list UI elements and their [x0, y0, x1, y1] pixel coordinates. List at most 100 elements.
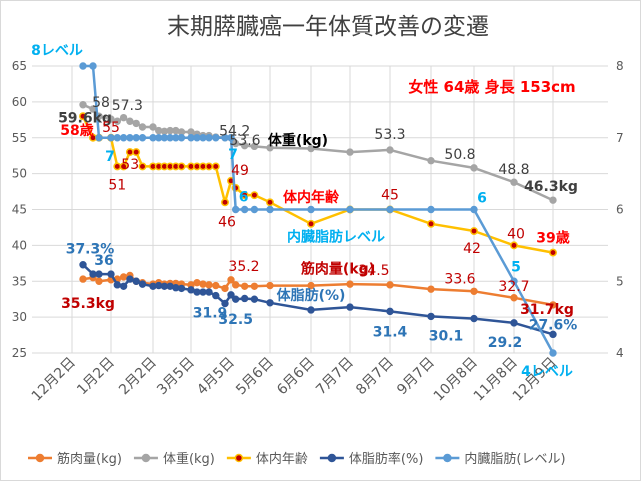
data-point: [79, 261, 87, 269]
data-point: [89, 270, 97, 278]
data-point: [221, 284, 229, 293]
chart-title: 末期膵臓癌一年体質改善の変遷: [167, 14, 489, 40]
data-point: [205, 134, 213, 142]
data-point: [250, 295, 259, 303]
data-point: [510, 319, 518, 327]
data-label: 31.4: [373, 324, 408, 340]
data-point: [79, 62, 87, 70]
data-point: [149, 123, 157, 131]
data-label: 体脂肪(%): [277, 287, 346, 304]
data-point: [187, 286, 195, 294]
data-point: [240, 141, 249, 150]
data-label: 55: [102, 120, 120, 136]
data-point: [346, 280, 354, 288]
data-point: [119, 134, 128, 142]
legend-item: 筋肉量(kg): [28, 451, 122, 467]
data-label: 7: [105, 149, 115, 165]
data-point: [240, 294, 249, 303]
data-label: 50.8: [444, 147, 475, 163]
data-point: [231, 295, 240, 303]
data-point: [227, 276, 235, 284]
data-label: 46: [218, 214, 236, 230]
data-point: [307, 306, 315, 314]
y-left-tick-label: 25: [12, 346, 27, 360]
legend-marker: [234, 453, 244, 463]
data-point: [227, 291, 235, 299]
legend-item: 内臓脂肪(レベル): [435, 451, 566, 467]
data-label: 45: [381, 188, 399, 204]
data-point: [307, 205, 315, 214]
data-point: [177, 162, 186, 171]
series-3: [79, 261, 557, 339]
data-label: 27.6%: [529, 317, 578, 333]
data-point: [427, 157, 435, 165]
data-point: [470, 227, 478, 235]
data-point: [126, 275, 134, 283]
data-label: 40: [507, 226, 525, 242]
y-right-tick-label: 6: [616, 203, 624, 217]
legend-label: 体内年齢: [256, 451, 308, 467]
legend-item: 体内年齢: [226, 451, 308, 467]
data-label: 57.3: [112, 98, 143, 114]
data-point: [470, 314, 478, 323]
data-label: 53.3: [374, 127, 405, 143]
data-point: [470, 164, 478, 172]
data-label: 51: [108, 177, 126, 193]
data-label: 58歳: [60, 122, 93, 139]
data-point: [119, 113, 128, 122]
data-point: [212, 134, 220, 142]
data-point: [132, 119, 140, 128]
data-point: [470, 205, 478, 214]
data-point: [113, 117, 122, 125]
data-point: [307, 144, 315, 153]
data-label: 29.2: [488, 335, 523, 351]
data-point: [227, 134, 235, 142]
data-point: [549, 196, 557, 204]
y-left-tick-label: 35: [12, 274, 27, 288]
data-point: [346, 148, 354, 156]
data-label: 34.5: [358, 263, 389, 279]
y-right-tick-label: 8: [616, 59, 624, 73]
data-point: [549, 349, 557, 357]
data-point: [193, 278, 201, 287]
data-point: [138, 134, 147, 142]
data-point: [199, 134, 207, 142]
legend-label: 筋肉量(kg): [57, 451, 122, 467]
data-point: [113, 162, 122, 171]
data-point: [549, 248, 557, 257]
data-point: [177, 134, 186, 142]
data-point: [470, 287, 478, 295]
y-right-tick-label: 4: [616, 346, 624, 360]
data-label: 33.6: [444, 271, 475, 287]
data-point: [250, 282, 259, 290]
data-point: [205, 162, 213, 171]
data-point: [95, 277, 103, 285]
data-label: 53.6: [229, 133, 260, 149]
data-point: [427, 205, 435, 214]
data-point: [132, 277, 140, 285]
data-point: [113, 281, 122, 289]
data-point: [107, 270, 115, 278]
data-point: [266, 144, 274, 152]
data-label: 4レベル: [521, 364, 573, 380]
data-point: [211, 162, 220, 171]
y-right-tick-label: 7: [616, 131, 624, 145]
data-label: 59.6kg: [58, 111, 112, 127]
data-point: [386, 146, 394, 154]
data-point: [138, 123, 147, 131]
data-label: 内臓脂肪レベル: [287, 229, 385, 246]
data-point: [510, 241, 518, 250]
data-label: 36: [94, 253, 113, 269]
data-point: [266, 198, 274, 207]
legend-marker: [35, 453, 45, 463]
data-point: [386, 307, 394, 316]
y-left-tick-label: 55: [12, 131, 27, 145]
data-point: [427, 312, 435, 321]
data-point: [221, 198, 229, 207]
data-point: [221, 299, 229, 308]
data-point: [549, 330, 557, 339]
data-point: [427, 219, 435, 228]
